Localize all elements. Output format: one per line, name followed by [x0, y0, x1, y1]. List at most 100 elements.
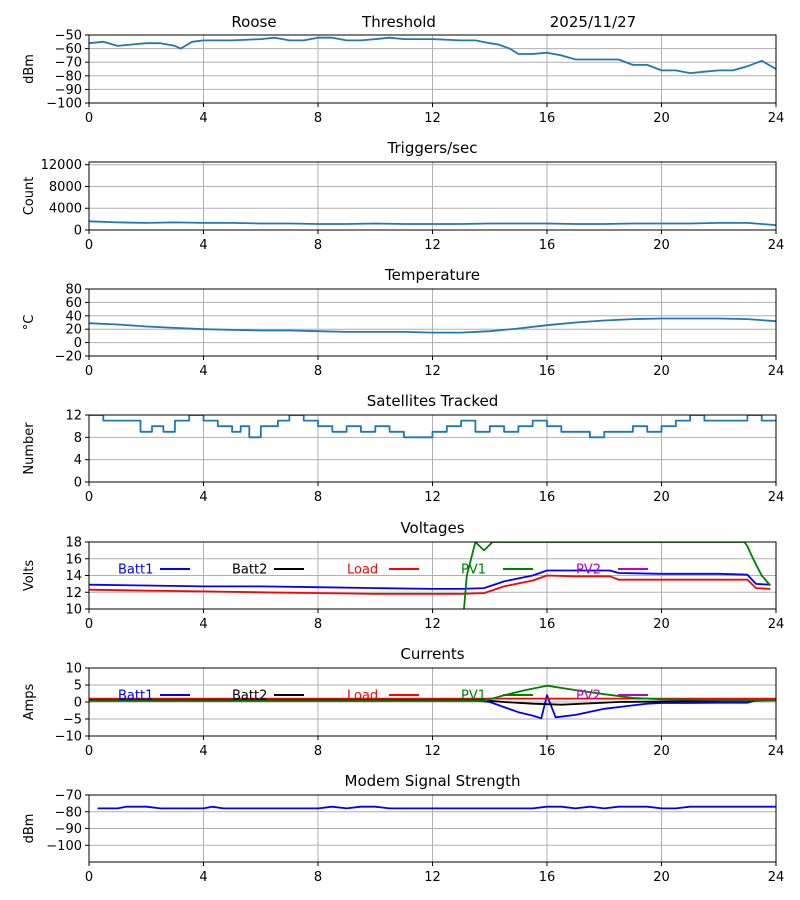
station-label: Roose — [231, 13, 276, 31]
y-tick-label: 8000 — [49, 180, 82, 195]
x-tick-label: 12 — [424, 490, 441, 505]
x-tick-label: 8 — [314, 490, 322, 505]
x-tick-label: 0 — [85, 111, 93, 126]
voltages-title: Voltages — [400, 519, 464, 537]
x-tick-label: 16 — [539, 744, 556, 759]
voltages-ylabel: Volts — [22, 560, 37, 592]
x-tick-label: 24 — [768, 111, 785, 126]
figure-header: Roose Threshold 2025/11/27 — [231, 13, 636, 31]
y-tick-label: −50 — [55, 29, 82, 44]
x-tick-label: 4 — [199, 744, 207, 759]
x-tick-label: 16 — [539, 364, 556, 379]
x-tick-label: 4 — [199, 870, 207, 885]
y-tick-label: 0 — [74, 476, 82, 491]
y-tick-label: −90 — [55, 83, 82, 98]
y-tick-label: −5 — [63, 713, 82, 728]
x-tick-label: 0 — [85, 238, 93, 253]
y-tick-label: 4 — [74, 453, 82, 468]
mode-label: Threshold — [361, 13, 436, 31]
legend-label-load: Load — [347, 563, 378, 578]
x-tick-label: 4 — [199, 238, 207, 253]
y-tick-label: −70 — [55, 56, 82, 71]
x-tick-label: 16 — [539, 238, 556, 253]
x-tick-label: 8 — [314, 870, 322, 885]
x-tick-label: 20 — [653, 744, 670, 759]
satellites-title: Satellites Tracked — [367, 392, 498, 410]
y-tick-label: 0 — [74, 696, 82, 711]
legend-label-batt2: Batt2 — [232, 563, 267, 578]
x-tick-label: 12 — [424, 744, 441, 759]
signal-chart: 0 4 8 12 16 20 24 −100−90−80−70−60−50 dBm — [22, 29, 784, 127]
y-tick-label: 0 — [74, 336, 82, 351]
x-tick-label: 12 — [424, 870, 441, 885]
x-tick-label: 8 — [314, 364, 322, 379]
satellites-chart: 0 4 8 12 16 20 24 0 4 8 12 Satellites Tracked Number — [22, 392, 784, 505]
triggers-ylabel: Count — [22, 177, 37, 216]
x-tick-label: 20 — [653, 870, 670, 885]
modem-title: Modem Signal Strength — [345, 772, 521, 790]
x-tick-label: 24 — [768, 870, 785, 885]
satellites-ylabel: Number — [22, 422, 37, 475]
y-tick-label: 14 — [65, 569, 82, 584]
batt1-series-line — [89, 569, 771, 590]
x-tick-label: 16 — [539, 111, 556, 126]
y-tick-label: −100 — [46, 97, 82, 112]
legend-label-pv2: PV2 — [576, 689, 601, 704]
y-tick-label: −80 — [55, 69, 82, 84]
y-tick-label: 16 — [65, 552, 82, 567]
y-tick-label: 12 — [65, 409, 82, 424]
legend-label-batt1: Batt1 — [118, 563, 153, 578]
y-tick-label: 0 — [74, 224, 82, 239]
currents-chart: 0 4 8 12 16 20 24 −10 −5 0 5 10 Currents Amps Batt1 Bat… — [22, 645, 784, 759]
x-tick-label: 0 — [85, 364, 93, 379]
x-tick-label: 4 — [199, 111, 207, 126]
y-tick-label: −80 — [55, 805, 82, 820]
y-tick-label: 12000 — [41, 158, 82, 173]
x-tick-label: 12 — [424, 364, 441, 379]
y-tick-label: −70 — [55, 789, 82, 804]
x-tick-label: 0 — [85, 617, 93, 632]
y-tick-label: 8 — [74, 431, 82, 446]
signal-series-line — [89, 36, 776, 74]
x-tick-label: 4 — [199, 364, 207, 379]
x-tick-label: 12 — [424, 111, 441, 126]
y-tick-label: 20 — [65, 323, 82, 338]
currents-ylabel: Amps — [22, 683, 37, 720]
x-tick-label: 16 — [539, 490, 556, 505]
y-tick-label: 10 — [65, 662, 82, 677]
x-tick-label: 20 — [653, 617, 670, 632]
y-tick-label: 40 — [65, 309, 82, 324]
y-tick-label: 10 — [65, 603, 82, 618]
x-tick-label: 12 — [424, 617, 441, 632]
x-tick-label: 20 — [653, 238, 670, 253]
y-tick-label: 80 — [65, 283, 82, 298]
x-tick-label: 24 — [768, 364, 785, 379]
x-tick-label: 24 — [768, 490, 785, 505]
y-tick-label: 18 — [65, 536, 82, 551]
triggers-title: Triggers/sec — [387, 139, 478, 157]
modem-ylabel: dBm — [22, 814, 37, 844]
y-tick-label: 12 — [65, 586, 82, 601]
pv1-series-line — [463, 542, 771, 609]
triggers-series-line — [89, 220, 776, 226]
temperature-series-line — [89, 317, 776, 334]
satellites-series-line — [89, 415, 776, 439]
x-tick-label: 16 — [539, 617, 556, 632]
y-tick-label: 4000 — [49, 202, 82, 217]
x-tick-label: 8 — [314, 238, 322, 253]
x-tick-label: 24 — [768, 238, 785, 253]
y-tick-label: −10 — [55, 730, 82, 745]
x-tick-label: 8 — [314, 744, 322, 759]
x-tick-label: 16 — [539, 870, 556, 885]
modem-chart: 0 4 8 12 16 20 24 −100 −90 −80−70 Modem Signal Str… — [22, 772, 784, 885]
x-tick-label: 24 — [768, 617, 785, 632]
y-tick-label: −100 — [46, 839, 82, 854]
legend-label-pv1: PV1 — [461, 563, 486, 578]
y-tick-label: −90 — [55, 822, 82, 837]
x-tick-label: 20 — [653, 364, 670, 379]
x-tick-label: 0 — [85, 870, 93, 885]
